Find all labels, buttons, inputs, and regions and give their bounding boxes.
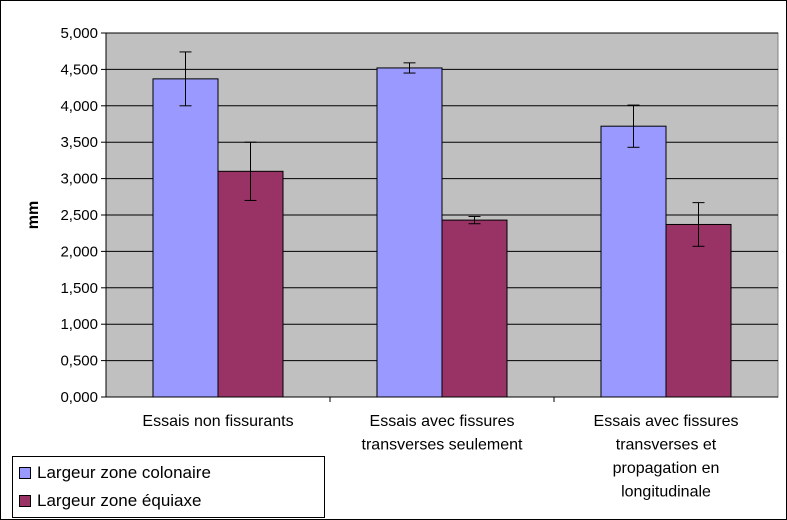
y-axis-label: mm: [25, 201, 42, 229]
bar: [665, 223, 732, 398]
y-tick-label: 2,000: [60, 243, 98, 260]
legend-item-colonaire: Largeur zone colonaire: [19, 461, 211, 485]
legend-swatch-equiaxe: [19, 495, 31, 507]
y-tick-label: 4,500: [60, 61, 98, 78]
x-tick-label: transverses et: [616, 437, 717, 454]
y-axis: 0,000 0,500 1,000 1,500 2,000 2,500 3,000 3,500…: [60, 25, 107, 406]
legend-label-colonaire: Largeur zone colonaire: [37, 463, 211, 482]
legend: Largeur zone colonaire Largeur zone équi…: [12, 456, 325, 518]
bar: [600, 125, 667, 398]
y-tick-label: 1,500: [60, 280, 98, 297]
bar: [152, 78, 219, 398]
y-tick-label: 3,500: [60, 134, 98, 151]
y-tick-label: 0,000: [60, 389, 98, 406]
x-axis: Essais non fissurants Essais avec fissure…: [106, 396, 778, 501]
x-tick-label: propagation en: [613, 460, 720, 477]
bar: [217, 170, 284, 398]
y-tick-label: 1,000: [60, 316, 98, 333]
y-tick-label: 4,000: [60, 98, 98, 115]
legend-label-equiaxe: Largeur zone équiaxe: [37, 491, 202, 510]
x-tick-label: longitudinale: [621, 484, 711, 501]
y-tick-label: 2,500: [60, 207, 98, 224]
bar: [441, 219, 508, 398]
y-tick-label: 0,500: [60, 353, 98, 370]
x-tick-label: Essais non fissurants: [142, 413, 293, 430]
x-tick-label: Essais avec fissures: [370, 413, 515, 430]
y-tick-label: 3,000: [60, 171, 98, 188]
legend-item-equiaxe: Largeur zone équiaxe: [19, 489, 201, 513]
x-tick-label: Essais avec fissures: [594, 413, 739, 430]
legend-swatch-colonaire: [19, 467, 31, 479]
y-tick-label: 5,000: [60, 25, 98, 42]
error-bars: [179, 51, 705, 247]
x-tick-label: transverses seulement: [362, 437, 524, 454]
bar: [376, 67, 443, 398]
